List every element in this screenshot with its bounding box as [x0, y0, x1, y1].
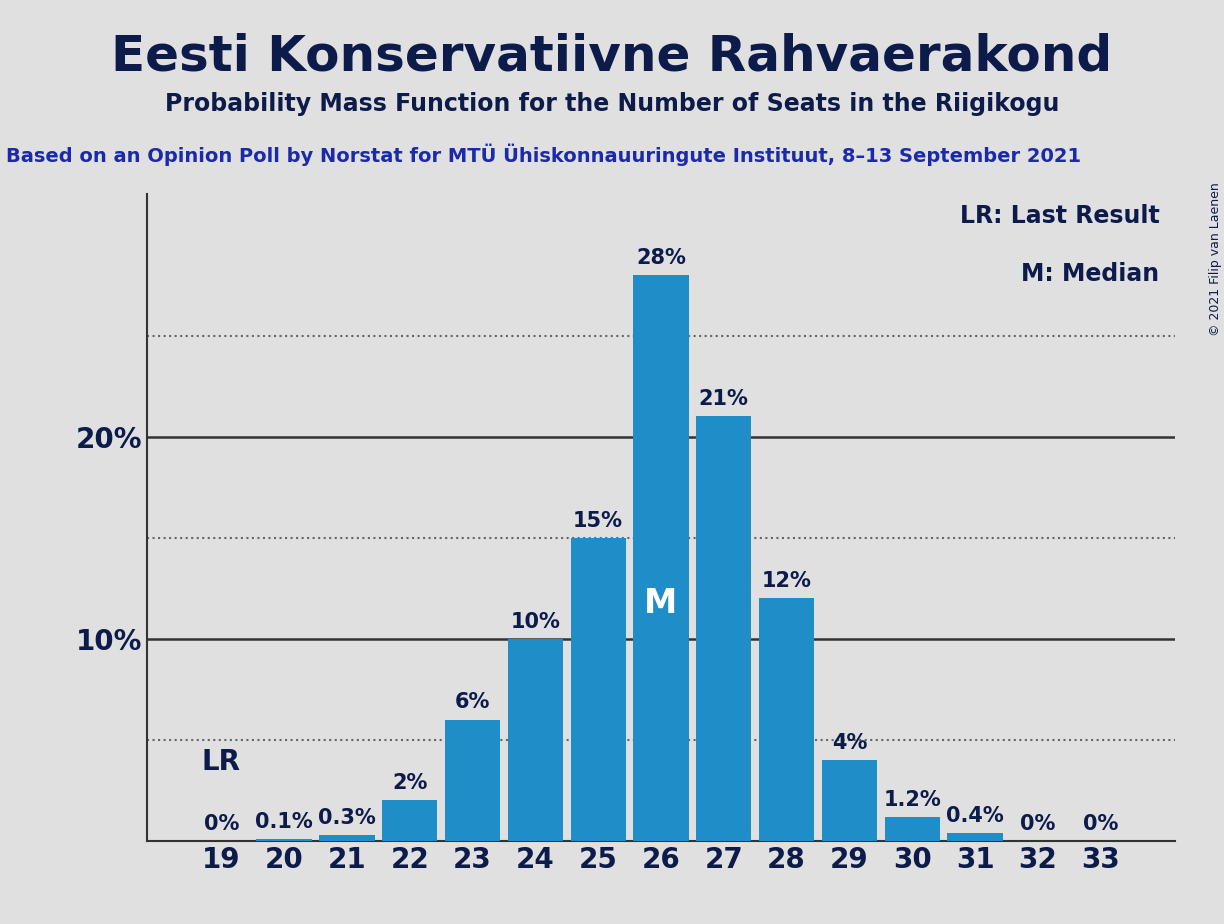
Text: 0%: 0%	[1083, 814, 1119, 833]
Text: © 2021 Filip van Laenen: © 2021 Filip van Laenen	[1208, 182, 1222, 335]
Text: 28%: 28%	[636, 248, 685, 268]
Text: 2%: 2%	[392, 773, 427, 794]
Bar	[382, 800, 437, 841]
Text: 15%: 15%	[573, 511, 623, 530]
Text: 21%: 21%	[699, 389, 749, 409]
Text: LR: Last Result: LR: Last Result	[960, 204, 1159, 227]
Bar	[885, 817, 940, 841]
Text: 0.4%: 0.4%	[946, 806, 1004, 826]
Bar	[696, 417, 752, 841]
Text: 6%: 6%	[455, 692, 490, 712]
Bar	[257, 839, 312, 841]
Text: 0.3%: 0.3%	[318, 808, 376, 828]
Text: Probability Mass Function for the Number of Seats in the Riigikogu: Probability Mass Function for the Number…	[165, 92, 1059, 116]
Text: Eesti Konservatiivne Rahvaerakond: Eesti Konservatiivne Rahvaerakond	[111, 32, 1113, 80]
Text: M: M	[644, 587, 678, 620]
Text: 0%: 0%	[203, 814, 239, 833]
Text: LR: LR	[202, 748, 241, 776]
Bar	[633, 275, 689, 841]
Bar	[508, 638, 563, 841]
Bar	[759, 599, 814, 841]
Text: Based on an Opinion Poll by Norstat for MTÜ Ühiskonnauuringute Instituut, 8–13 S: Based on an Opinion Poll by Norstat for …	[6, 143, 1081, 165]
Text: 1.2%: 1.2%	[884, 789, 941, 809]
Bar	[947, 833, 1002, 841]
Text: 12%: 12%	[761, 571, 812, 591]
Bar	[821, 760, 878, 841]
Bar	[319, 834, 375, 841]
Text: 0%: 0%	[1020, 814, 1055, 833]
Text: M: Median: M: Median	[1022, 262, 1159, 286]
Bar	[444, 720, 501, 841]
Bar	[570, 538, 625, 841]
Text: 10%: 10%	[510, 612, 561, 632]
Text: 0.1%: 0.1%	[255, 812, 313, 832]
Text: 4%: 4%	[832, 733, 867, 753]
